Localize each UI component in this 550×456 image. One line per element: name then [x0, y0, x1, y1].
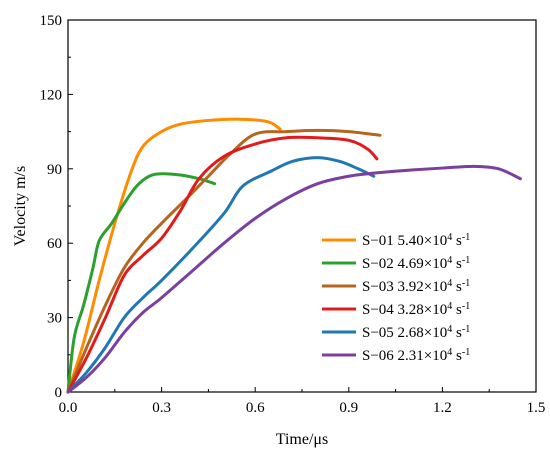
- x-tick-label: 1.2: [433, 400, 452, 416]
- y-tick-label: 150: [40, 13, 63, 29]
- y-tick-label: 120: [40, 87, 63, 103]
- series-line-3: [66, 128, 382, 394]
- legend-label-exponent: 4: [447, 324, 452, 335]
- legend-label-unit-exponent: -1: [462, 301, 470, 312]
- series-line-6: [66, 164, 522, 394]
- legend-label-text: S−03 3.92×10: [362, 279, 447, 295]
- legend-label-text: S−01 5.40×10: [362, 233, 447, 249]
- legend-label-unit: s: [452, 233, 462, 249]
- x-tick-label: 0.0: [59, 400, 78, 416]
- series-line-5: [66, 156, 376, 394]
- legend-label-unit-exponent: -1: [462, 232, 470, 243]
- legend-label-unit-exponent: -1: [462, 324, 470, 335]
- y-axis-title: Velocity m/s: [12, 166, 29, 246]
- y-tick-label: 0: [55, 385, 63, 401]
- series-line-4: [66, 135, 379, 394]
- x-tick-label: 1.5: [527, 400, 546, 416]
- legend-label-2: S−02 4.69×104 s-1: [362, 255, 470, 273]
- legend-label-5: S−05 2.68×104 s-1: [362, 324, 470, 342]
- legend-label-unit: s: [452, 348, 462, 364]
- legend-label-unit-exponent: -1: [462, 278, 470, 289]
- y-tick-label: 30: [47, 311, 62, 327]
- legend-label-unit: s: [452, 325, 462, 341]
- legend-label-exponent: 4: [447, 347, 452, 358]
- x-tick-label: 0.6: [246, 400, 265, 416]
- legend-label-unit: s: [452, 279, 462, 295]
- legend-label-exponent: 4: [447, 255, 452, 266]
- x-tick-label: 0.9: [339, 400, 358, 416]
- legend-label-unit: s: [452, 302, 462, 318]
- legend-label-unit-exponent: -1: [462, 347, 470, 358]
- legend-label-unit: s: [452, 256, 462, 272]
- legend-label-unit-exponent: -1: [462, 255, 470, 266]
- legend-label-text: S−05 2.68×10: [362, 325, 447, 341]
- legend-label-6: S−06 2.31×104 s-1: [362, 347, 470, 365]
- legend-label-exponent: 4: [447, 232, 452, 243]
- legend-label-1: S−01 5.40×104 s-1: [362, 232, 470, 250]
- x-axis-title: Time/μs: [276, 431, 328, 448]
- y-tick-label: 90: [47, 162, 62, 178]
- legend-label-exponent: 4: [447, 301, 452, 312]
- legend-label-text: S−04 3.28×10: [362, 302, 447, 318]
- legend-label-3: S−03 3.92×104 s-1: [362, 278, 470, 296]
- legend-label-text: S−02 4.69×10: [362, 256, 447, 272]
- legend: S−01 5.40×104 s-1S−02 4.69×104 s-1S−03 3…: [322, 232, 470, 365]
- series-line-1: [66, 117, 282, 394]
- series-line-2: [66, 172, 217, 394]
- series-lines: [66, 117, 522, 394]
- legend-label-exponent: 4: [447, 278, 452, 289]
- legend-label-4: S−04 3.28×104 s-1: [362, 301, 470, 319]
- y-tick-label: 60: [47, 236, 62, 252]
- legend-label-text: S−06 2.31×10: [362, 348, 447, 364]
- x-tick-label: 0.3: [152, 400, 171, 416]
- axes: [67, 19, 537, 393]
- plot-frame: [67, 19, 537, 393]
